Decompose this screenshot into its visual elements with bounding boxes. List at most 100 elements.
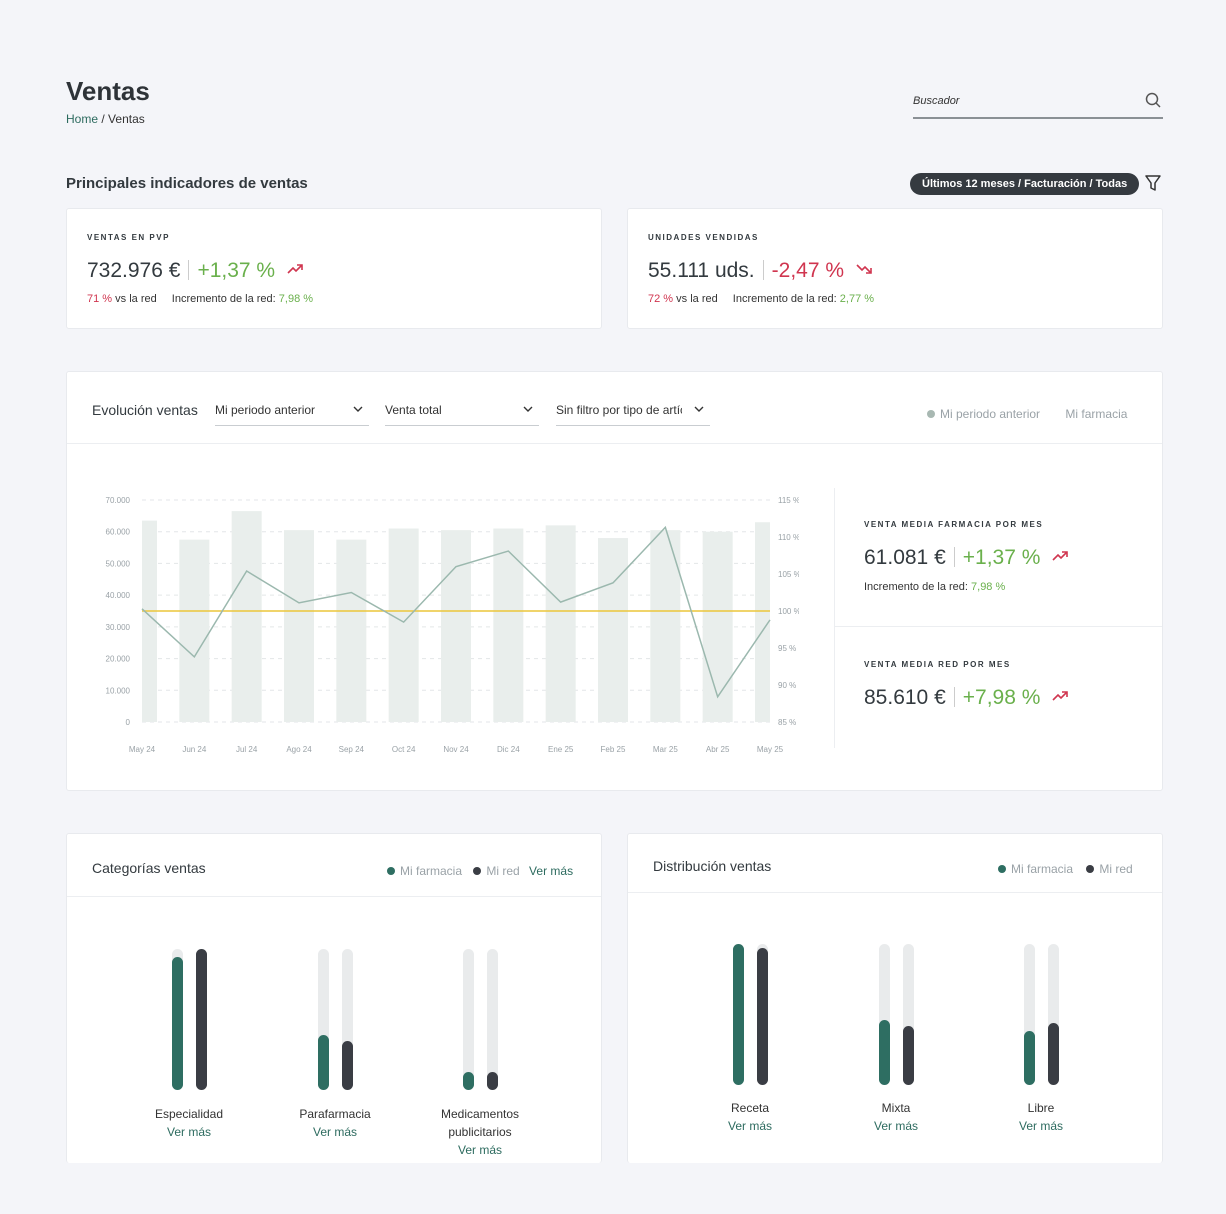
avg-pharmacy-label: VENTA MEDIA FARMACIA POR MES bbox=[864, 520, 1044, 529]
category-name: Mixta bbox=[881, 1101, 911, 1115]
kpi-value: 732.976 € bbox=[87, 259, 181, 282]
x-tick-label: Oct 24 bbox=[392, 745, 416, 754]
legend-dot-mine bbox=[998, 865, 1006, 873]
card-divider bbox=[628, 892, 1162, 893]
card-divider bbox=[67, 443, 1162, 444]
category-label: Medicamentos publicitarios Ver más bbox=[420, 1105, 540, 1159]
distribution-title: Distribución ventas bbox=[653, 858, 772, 874]
x-tick-label: Ene 25 bbox=[548, 745, 574, 754]
article-filter-select[interactable]: Sin filtro por tipo de artíc bbox=[556, 402, 710, 426]
trend-up-icon bbox=[287, 264, 303, 274]
category-label: Especialidad Ver más bbox=[129, 1105, 249, 1141]
series-line bbox=[141, 525, 771, 699]
category-label: Mixta Ver más bbox=[836, 1099, 956, 1135]
period-select-value: Mi periodo anterior bbox=[215, 403, 316, 417]
kpi-card-units: UNIDADES VENDIDAS 55.111 uds. -2,47 % 72 … bbox=[627, 208, 1163, 329]
bar-fill-net bbox=[756, 948, 768, 1085]
bar-track-mine bbox=[462, 949, 474, 1090]
x-tick-label: Sep 24 bbox=[339, 745, 365, 754]
bar-track-net bbox=[486, 949, 498, 1090]
chevron-down-icon bbox=[353, 406, 363, 412]
bar-track-mine bbox=[171, 949, 183, 1090]
distribution-legend: Mi farmacia Mi red bbox=[998, 862, 1133, 876]
categories-title: Categorías ventas bbox=[92, 860, 206, 876]
bar bbox=[598, 538, 628, 722]
avg-pharmacy-percent: +1,37 % bbox=[962, 546, 1041, 569]
category-name: Especialidad bbox=[154, 1107, 224, 1121]
page-title: Ventas bbox=[66, 76, 150, 106]
see-more-link[interactable]: Ver más bbox=[312, 1125, 357, 1139]
network-label: Incremento de la red: bbox=[864, 581, 968, 593]
bar-group: Libre Ver más bbox=[981, 944, 1101, 1155]
avg-pharmacy-network: Incremento de la red: 7,98 % bbox=[864, 581, 1005, 593]
share-text: vs la red bbox=[115, 293, 157, 305]
legend-my-pharmacy[interactable]: Mi farmacia bbox=[1011, 862, 1074, 876]
x-tick-label: May 25 bbox=[757, 745, 784, 754]
bar-group: Especialidad Ver más bbox=[129, 949, 249, 1160]
bar-fill-net bbox=[195, 949, 207, 1090]
y2-tick-label: 85 % bbox=[778, 718, 796, 727]
trend-down-icon bbox=[856, 264, 872, 274]
search-icon[interactable] bbox=[1145, 92, 1161, 108]
y-tick-label: 70.000 bbox=[106, 496, 131, 505]
network-label: Incremento de la red: bbox=[732, 293, 837, 305]
bar-fill-net bbox=[1047, 1022, 1059, 1085]
chevron-down-icon bbox=[523, 406, 533, 412]
period-select[interactable]: Mi periodo anterior bbox=[215, 402, 369, 426]
trend-up-icon bbox=[1052, 551, 1069, 561]
legend-my-pharmacy[interactable]: Mi farmacia bbox=[400, 864, 463, 878]
legend-dot-mine bbox=[387, 867, 395, 875]
category-name: Receta bbox=[730, 1101, 770, 1115]
bar bbox=[702, 531, 733, 722]
bar-fill-net bbox=[902, 1025, 914, 1085]
bar-fill-mine bbox=[878, 1020, 890, 1085]
avg-network-percent: +7,98 % bbox=[962, 686, 1041, 709]
see-more-link[interactable]: Ver más bbox=[457, 1143, 502, 1157]
y-tick-label: 0 bbox=[126, 718, 131, 727]
see-more-link[interactable]: Ver más bbox=[1018, 1119, 1063, 1133]
kpi-value-row: 732.976 € +1,37 % bbox=[87, 259, 303, 283]
breadcrumb-home[interactable]: Home bbox=[66, 112, 99, 126]
legend-prev-period[interactable]: Mi periodo anterior bbox=[940, 407, 1041, 421]
search-box bbox=[913, 88, 1163, 119]
bar bbox=[493, 528, 524, 722]
categories-legend: Mi farmacia Mi red Ver más bbox=[387, 864, 573, 878]
bar bbox=[755, 522, 770, 722]
period-filter-pill[interactable]: Últimos 12 meses / Facturación / Todas bbox=[910, 173, 1140, 195]
category-name: Libre bbox=[1027, 1101, 1055, 1115]
x-tick-label: May 24 bbox=[129, 745, 156, 754]
bar bbox=[441, 530, 471, 722]
y-tick-label: 50.000 bbox=[106, 559, 131, 568]
see-more-link[interactable]: Ver más bbox=[727, 1119, 772, 1133]
see-more-link[interactable]: Ver más bbox=[873, 1119, 918, 1133]
share-value: 72 % bbox=[648, 293, 674, 305]
kpi-value: 55.111 uds. bbox=[648, 259, 755, 282]
breadcrumb-separator: / bbox=[101, 112, 105, 126]
type-select[interactable]: Venta total bbox=[385, 402, 539, 426]
network-value: 7,98 % bbox=[971, 581, 1006, 593]
legend-dot-net bbox=[473, 867, 482, 875]
type-select-value: Venta total bbox=[385, 403, 442, 417]
x-tick-label: Jun 24 bbox=[182, 745, 207, 754]
legend-my-network[interactable]: Mi red bbox=[486, 864, 520, 878]
legend-my-pharmacy[interactable]: Mi farmacia bbox=[1065, 407, 1128, 421]
bar-track-mine bbox=[317, 949, 329, 1090]
x-tick-label: Nov 24 bbox=[443, 745, 469, 754]
bar-fill-mine bbox=[732, 944, 744, 1085]
legend-my-network[interactable]: Mi red bbox=[1099, 862, 1133, 876]
x-tick-label: Jul 24 bbox=[236, 745, 258, 754]
funnel-icon[interactable] bbox=[1145, 174, 1161, 192]
bar bbox=[231, 511, 262, 722]
bar-track-net bbox=[902, 944, 914, 1085]
kpi-value-row: 55.111 uds. -2,47 % bbox=[648, 259, 872, 283]
see-more-link[interactable]: Ver más bbox=[166, 1125, 211, 1139]
x-tick-label: Abr 25 bbox=[706, 745, 730, 754]
distribution-card: Distribución ventas Mi farmacia Mi red R… bbox=[627, 833, 1163, 1163]
categories-see-more-link[interactable]: Ver más bbox=[529, 864, 574, 878]
y-tick-label: 40.000 bbox=[106, 591, 131, 600]
kpi-subline: 71 % vs la red Incremento de la red: 7,9… bbox=[87, 293, 313, 305]
kpi-card-sales: VENTAS EN PVP 732.976 € +1,37 % 71 % vs l… bbox=[66, 208, 602, 329]
bar-fill-mine bbox=[1023, 1031, 1035, 1085]
search-input[interactable] bbox=[913, 88, 1133, 107]
article-filter-value: Sin filtro por tipo de artíc bbox=[556, 403, 682, 417]
